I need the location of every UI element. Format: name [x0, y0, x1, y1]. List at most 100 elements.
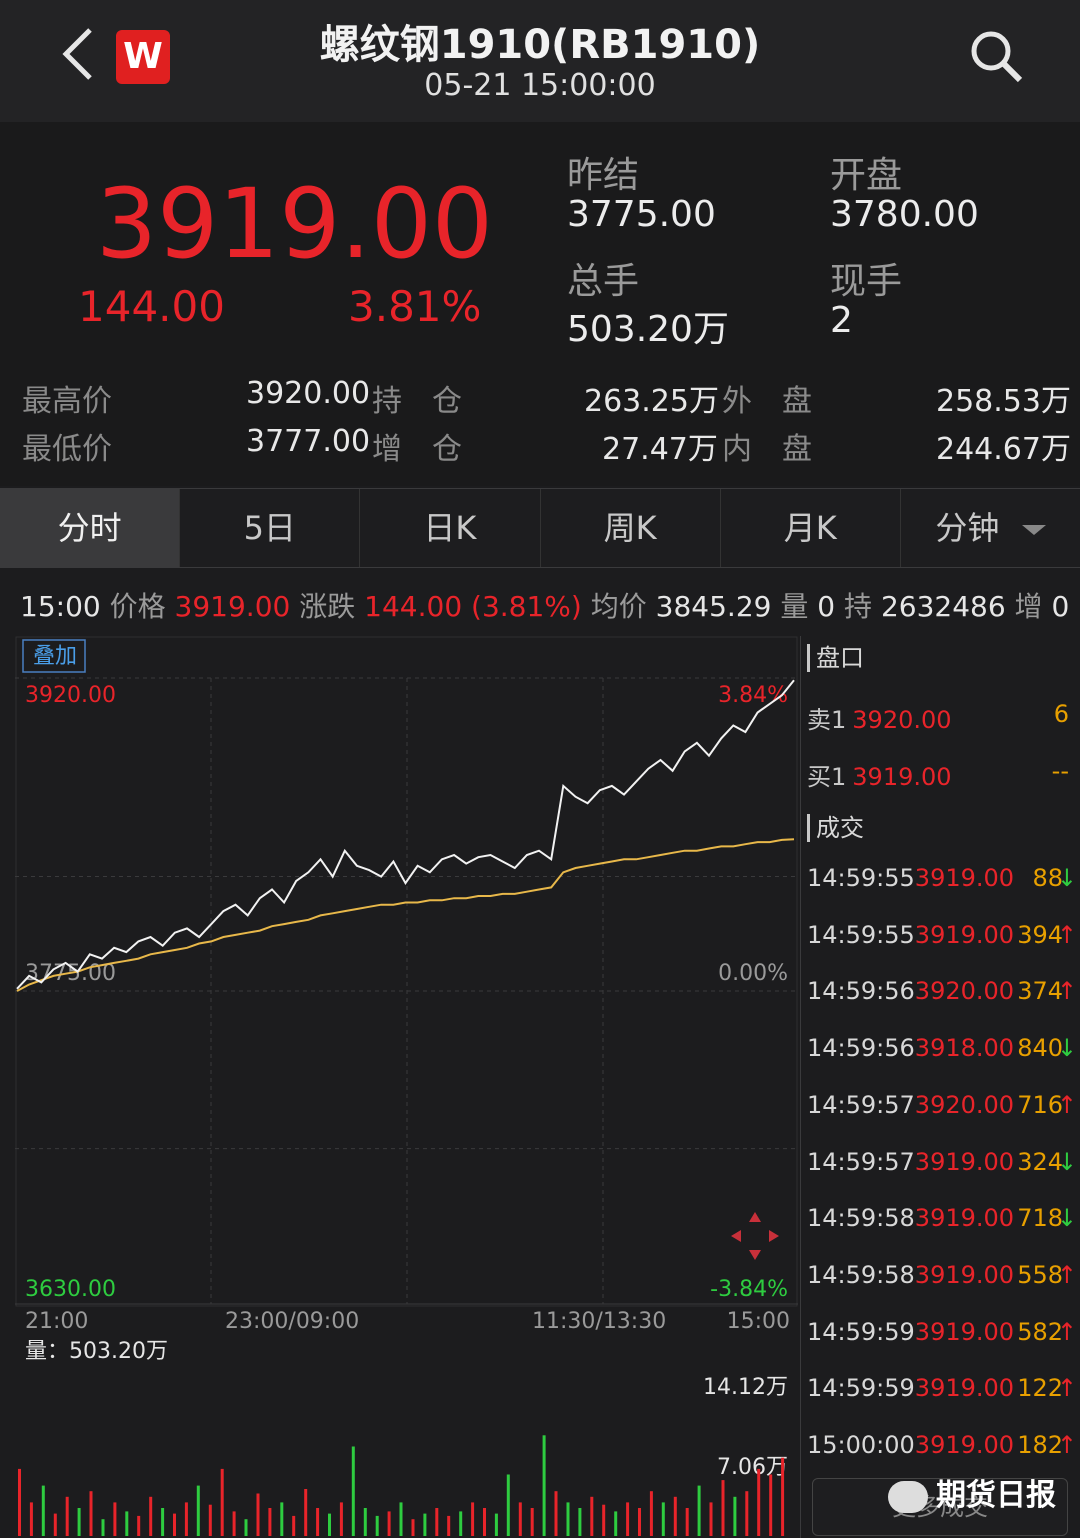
x-tick-0: 21:00 — [25, 1309, 88, 1334]
trade-qty: 582 — [1017, 1317, 1063, 1346]
trade-price: 3920.00 — [914, 977, 1015, 1006]
bid-price: 3919.00 — [852, 763, 952, 791]
info-increase-label: 增 — [1014, 590, 1043, 623]
volume-bar — [459, 1511, 463, 1536]
trade-time: 15:00:00 — [807, 1431, 915, 1459]
tab-daily-k[interactable]: 日K — [360, 489, 541, 567]
bid-label: 买1 — [807, 763, 847, 791]
ask-row: 卖1 3920.00 6 — [807, 700, 1075, 735]
low-label: 最低价 — [22, 432, 112, 467]
volume-bars — [18, 1435, 785, 1536]
arrow-up-icon: ↑ — [1056, 1374, 1077, 1403]
volume-bar — [256, 1493, 260, 1536]
overlay-button[interactable] — [22, 639, 86, 673]
volume-bar — [375, 1515, 379, 1536]
overlay-button-label[interactable]: 叠加 — [33, 644, 77, 669]
current-volume-label: 现手 — [830, 261, 903, 302]
trade-price: 3919.00 — [914, 920, 1015, 949]
trade-time: 14:59:55 — [807, 920, 915, 949]
volume-bar — [304, 1489, 308, 1536]
trade-row: 15:00:003919.00 182 ↑ — [807, 1431, 1077, 1459]
volume-bar — [53, 1513, 57, 1536]
watermark-text: 期货日报 — [936, 1478, 1056, 1513]
tab-intraday[interactable]: 分时 — [0, 489, 181, 567]
watermark: 期货日报 — [888, 1470, 1056, 1514]
trade-price: 3919.00 — [914, 1147, 1015, 1176]
volume-bar — [137, 1515, 141, 1536]
volume-bar — [602, 1504, 606, 1536]
open-value: 3780.00 — [830, 194, 979, 235]
info-increase: 0 — [1051, 590, 1070, 623]
trade-row: 14:59:563918.00 840 ↓ — [807, 1034, 1077, 1062]
arrow-up-icon: ↑ — [1056, 977, 1077, 1006]
arrow-down-icon: ↓ — [1056, 1147, 1077, 1176]
trade-qty: 394 — [1017, 920, 1063, 949]
volume-bar — [208, 1504, 212, 1536]
volume-bar — [184, 1502, 188, 1536]
volume-bar — [89, 1491, 93, 1536]
more-trades-button[interactable]: 更多成交 — [812, 1478, 1068, 1536]
tab-monthly-k[interactable]: 月K — [721, 489, 901, 567]
trade-time: 14:59:57 — [807, 1090, 915, 1119]
volume-bar — [77, 1508, 81, 1536]
trade-qty: 182 — [1017, 1431, 1063, 1459]
volume-bar — [161, 1508, 165, 1536]
trade-time: 14:59:57 — [807, 1147, 915, 1176]
trade-row: 14:59:593919.00 122 ↑ — [807, 1374, 1077, 1402]
volume-bar — [471, 1502, 475, 1536]
trade-time: 14:59:59 — [807, 1317, 915, 1346]
intraday-chart[interactable]: 叠加 3920.00 3775.00 3630.00 3.84% 0.00% -… — [15, 636, 798, 1538]
arrow-up-icon: ↑ — [1056, 1260, 1077, 1289]
volume-bar — [578, 1508, 582, 1536]
volume-bar — [339, 1502, 343, 1536]
volume-total-label: 量：503.20万 — [25, 1339, 168, 1364]
ask-volume: 6 — [1053, 700, 1069, 728]
tab-5day[interactable]: 5日 — [180, 489, 361, 567]
open-interest-label: 持 仓 — [372, 384, 462, 419]
arrow-down-icon: ↓ — [1056, 1204, 1077, 1233]
trade-row: 14:59:583919.00 558 ↑ — [807, 1261, 1077, 1289]
oi-change-value: 27.47万 — [602, 432, 718, 467]
volume-bar — [125, 1511, 129, 1536]
volume-bar — [554, 1491, 558, 1536]
trade-time: 14:59:56 — [807, 1034, 915, 1063]
volume-bar — [661, 1502, 665, 1536]
move-arrows-icon[interactable] — [731, 1212, 779, 1260]
trade-row: 14:59:593919.00 582 ↑ — [807, 1318, 1077, 1346]
arrow-up-icon: ↑ — [1056, 1431, 1077, 1459]
top-bar — [0, 0, 1080, 122]
tab-minute[interactable]: 分钟 — [901, 489, 1080, 567]
arrow-up-icon: ↑ — [1056, 1317, 1077, 1346]
volume-bar — [781, 1457, 785, 1536]
y-axis-bottom-label: 3630.00 — [25, 1277, 116, 1302]
volume-bar — [530, 1508, 534, 1536]
chart-grid — [15, 636, 798, 1307]
volume-bar — [173, 1513, 176, 1536]
volume-bar — [745, 1491, 749, 1536]
outer-volume-label: 外 盘 — [722, 384, 812, 419]
chart-frame — [15, 636, 798, 1307]
page-title: 螺纹钢1910(RB1910) — [319, 22, 761, 68]
volume-bar — [18, 1468, 21, 1536]
volume-bar — [483, 1508, 486, 1536]
trade-row: 14:59:583919.00 718 ↓ — [807, 1204, 1077, 1232]
info-price-label: 价格 — [109, 590, 166, 623]
info-price: 3919.00 — [174, 590, 291, 623]
trade-qty: 718 — [1017, 1204, 1063, 1233]
volume-bar — [518, 1502, 522, 1536]
arrow-down-icon: ↓ — [1056, 864, 1077, 892]
volume-bar — [423, 1513, 427, 1536]
volume-bar — [292, 1515, 296, 1536]
average-price-line — [16, 838, 795, 992]
back-icon[interactable] — [56, 24, 106, 84]
trade-price: 3919.00 — [914, 1260, 1015, 1289]
quote-panel — [0, 122, 1080, 486]
prev-settle-label: 昨结 — [567, 155, 640, 196]
volume-bar — [232, 1511, 236, 1536]
tab-weekly-k[interactable]: 周K — [541, 489, 721, 567]
volume-bar — [673, 1496, 677, 1536]
search-icon[interactable] — [966, 26, 1026, 86]
bid-volume: -- — [1051, 757, 1069, 785]
volume-bar — [649, 1491, 653, 1536]
volume-bar — [41, 1485, 45, 1536]
